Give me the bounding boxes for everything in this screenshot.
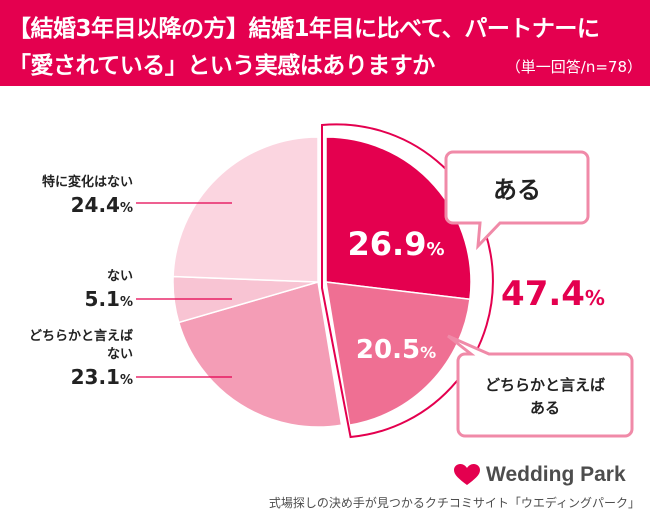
callout-rather-yes-line2: ある [530, 399, 560, 417]
slice-rather-no [177, 281, 343, 428]
percent-sign: % [120, 373, 133, 388]
value-no-change-number: 24.4 [71, 193, 120, 217]
percent-sign: % [420, 343, 436, 362]
label-rather-no-line1: どちらかと言えば [29, 328, 133, 344]
percent-sign: % [120, 295, 133, 310]
callout-yes: ある [444, 150, 590, 251]
slice-yes [325, 136, 472, 301]
footer-tagline: 式場探しの決め手が見つかるクチコミサイト「ウエディングパーク」 [268, 496, 640, 510]
title-line-2: 「愛されている」という実感はありますか [8, 53, 435, 79]
callout-rather-yes-line1: どちらかと言えば [485, 376, 605, 394]
percent-sign: % [426, 239, 444, 260]
slice-no-change [172, 136, 319, 283]
value-rather-yes-number: 20.5 [356, 335, 420, 365]
value-no: 5.1% [85, 287, 133, 311]
combined-value: 47.4% [501, 274, 605, 314]
label-no-change: 特に変化はない [42, 174, 133, 190]
slice-rather-yes [325, 281, 471, 426]
label-no: ない [107, 269, 133, 284]
value-no-number: 5.1 [85, 287, 120, 311]
percent-sign: % [120, 201, 133, 216]
heart-icon [454, 464, 480, 485]
header-banner: 【結婚3年目以降の方】結婚1年目に比べて、パートナーに 「愛されている」という実… [0, 0, 650, 86]
value-yes: 26.9% [348, 225, 445, 263]
callout-yes-label: ある [493, 176, 541, 204]
title-line-1: 【結婚3年目以降の方】結婚1年目に比べて、パートナーに [8, 16, 600, 42]
value-yes-number: 26.9 [348, 225, 427, 263]
value-rather-yes: 20.5% [356, 335, 436, 365]
value-rather-no: 23.1% [71, 365, 133, 389]
label-rather-no-line2: ない [107, 347, 133, 362]
wedding-park-logo: Wedding Park [454, 463, 626, 487]
value-rather-no-number: 23.1 [71, 365, 120, 389]
percent-sign: % [585, 286, 605, 310]
callout-rather-yes: どちらかと言えば ある [447, 334, 634, 438]
value-no-change: 24.4% [71, 193, 133, 217]
sample-note: （単一回答/n=78） [505, 58, 642, 76]
logo-text: Wedding Park [486, 463, 626, 486]
highlight-outline [321, 123, 494, 439]
combined-value-number: 47.4 [501, 274, 585, 314]
